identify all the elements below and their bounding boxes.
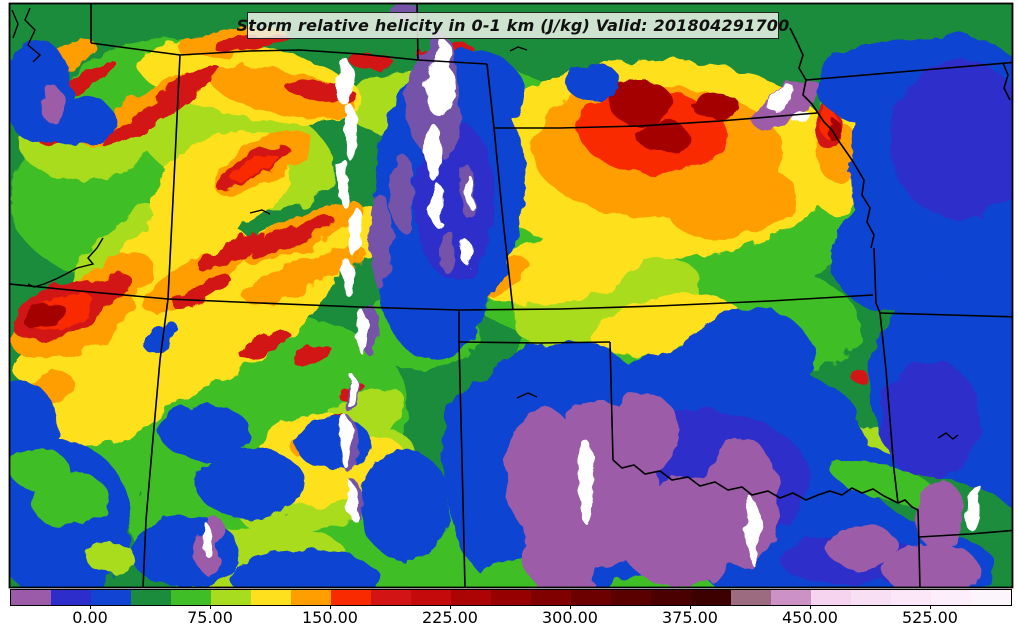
colorbar-segment	[211, 590, 251, 605]
colorbar-segment	[811, 590, 851, 605]
colorbar-tick	[330, 605, 331, 609]
colorbar-tick	[450, 605, 451, 609]
colorbar-tick	[90, 605, 91, 609]
colorbar-segment	[411, 590, 451, 605]
colorbar-segment	[691, 590, 731, 605]
colorbar-tick-label: 525.00	[902, 608, 958, 627]
colorbar-segment	[651, 590, 691, 605]
colorbar-segment	[611, 590, 651, 605]
colorbar-segment	[491, 590, 531, 605]
colorbar-segment	[771, 590, 811, 605]
colorbar-segment	[11, 590, 51, 605]
colorbar-segment	[291, 590, 331, 605]
colorbar	[10, 589, 1012, 606]
colorbar-tick-label: 225.00	[422, 608, 478, 627]
colorbar-tick	[690, 605, 691, 609]
colorbar-segment	[451, 590, 491, 605]
colorbar-segment	[891, 590, 931, 605]
colorbar-segment	[851, 590, 891, 605]
colorbar-segment	[91, 590, 131, 605]
map-title: Storm relative helicity in 0-1 km (J/kg)…	[236, 16, 790, 35]
colorbar-tick-label: 300.00	[542, 608, 598, 627]
colorbar-segment	[931, 590, 971, 605]
colorbar-tick-label: 150.00	[302, 608, 358, 627]
colorbar-tick-label: 75.00	[187, 608, 233, 627]
colorbar-tick	[810, 605, 811, 609]
colorbar-segment	[731, 590, 771, 605]
colorbar-segment	[531, 590, 571, 605]
colorbar-tick-label: 450.00	[782, 608, 838, 627]
colorbar-tick-label: 375.00	[662, 608, 718, 627]
colorbar-segment	[371, 590, 411, 605]
colorbar-segment	[51, 590, 91, 605]
colorbar-segment	[131, 590, 171, 605]
colorbar-segment	[971, 590, 1011, 605]
colorbar-tick	[570, 605, 571, 609]
colorbar-tick-label: 0.00	[72, 608, 108, 627]
colorbar-segment	[251, 590, 291, 605]
colorbar-segment	[171, 590, 211, 605]
colorbar-segment	[571, 590, 611, 605]
colorbar-tick	[930, 605, 931, 609]
colorbar-tick	[210, 605, 211, 609]
colorbar-segment	[331, 590, 371, 605]
map-title-box: Storm relative helicity in 0-1 km (J/kg)…	[237, 12, 789, 39]
